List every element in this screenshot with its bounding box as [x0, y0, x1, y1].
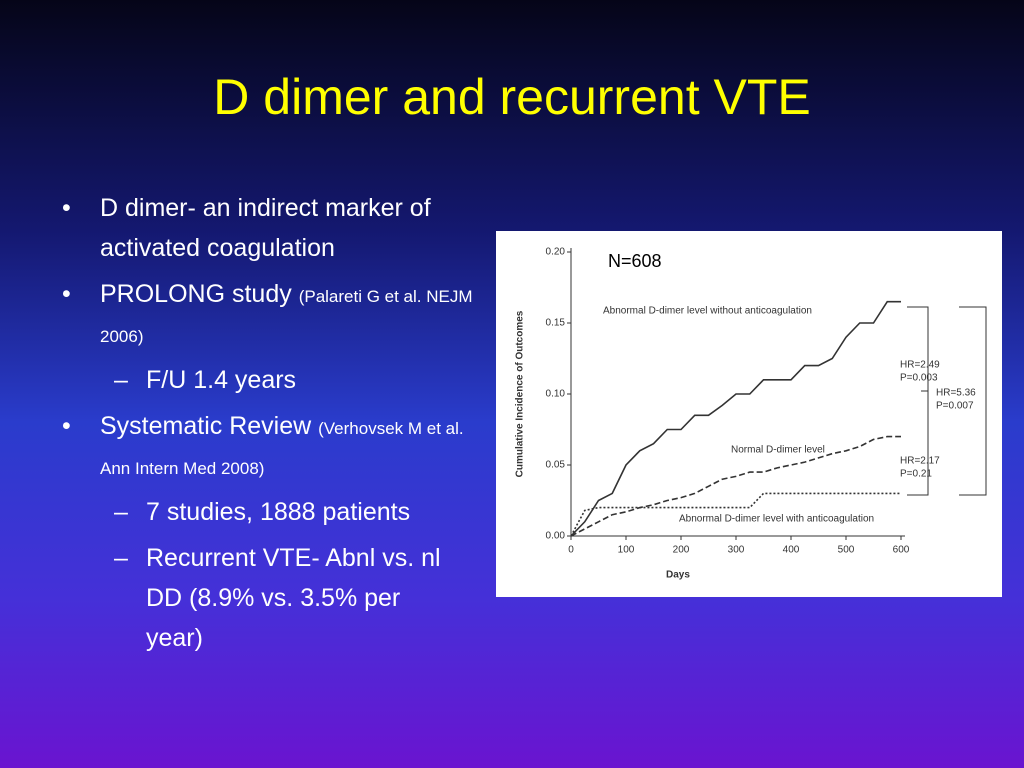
x-tick-label: 200	[673, 545, 690, 556]
chart: 0.00 0.05 0.10 0.15 0.20 0 100 200 300 400 500 600 D…	[496, 231, 1002, 597]
sub-bullet: F/U 1.4 years	[100, 360, 456, 400]
citation: (Verhovsek M et al. Ann Intern Med 2008)	[100, 419, 464, 478]
bullet-text: PROLONG study	[100, 280, 292, 308]
annotation: P=0.003	[900, 373, 938, 384]
annotation: HR=2.17	[900, 456, 940, 467]
citation: (Palareti G et al. NEJM 2006)	[100, 287, 473, 346]
bullet-text: D dimer- an indirect marker of activated…	[100, 194, 431, 262]
sample-size: N=608	[608, 251, 662, 271]
y-axis-label: Cumulative Incidence of Outcomes	[515, 310, 526, 477]
y-tick-label: 0.15	[546, 318, 566, 329]
bracket	[959, 306, 987, 496]
annotation: P=0.007	[936, 401, 974, 412]
x-tick-label: 400	[783, 545, 800, 556]
series-line	[570, 492, 901, 537]
bullet: Systematic Review (Verhovsek M et al. An…	[62, 406, 492, 486]
series-label: Normal D-dimer level	[731, 445, 825, 456]
bullet-list: D dimer- an indirect marker of activated…	[62, 188, 492, 664]
series-line	[570, 435, 901, 537]
bracket	[907, 306, 929, 496]
y-tick-label: 0.00	[546, 531, 566, 542]
bullet: PROLONG study (Palareti G et al. NEJM 20…	[62, 274, 492, 354]
annotation: P=0.21	[900, 469, 932, 480]
bullet: D dimer- an indirect marker of activated…	[62, 188, 492, 268]
series-label: Abnormal D-dimer level without anticoagu…	[603, 306, 812, 317]
series-line	[570, 300, 901, 537]
x-tick-label: 100	[618, 545, 635, 556]
annotation: HR=2.49	[900, 360, 940, 371]
y-tick-label: 0.20	[546, 247, 566, 258]
bullet-text: Systematic Review	[100, 412, 312, 440]
series-label: Abnormal D-dimer level with anticoagulat…	[679, 514, 874, 525]
y-tick-label: 0.10	[546, 389, 566, 400]
annotation: HR=5.36	[936, 388, 976, 399]
slide-title: D dimer and recurrent VTE	[213, 69, 811, 125]
sub-bullet: 7 studies, 1888 patients	[100, 492, 456, 532]
x-tick-label: 600	[893, 545, 910, 556]
x-tick-label: 0	[568, 545, 574, 556]
x-tick-label: 300	[728, 545, 745, 556]
x-tick-label: 500	[838, 545, 855, 556]
y-tick-label: 0.05	[546, 460, 566, 471]
sub-bullet: Recurrent VTE- Abnl vs. nl DD (8.9% vs. …	[100, 538, 456, 658]
x-axis-label: Days	[666, 570, 690, 581]
